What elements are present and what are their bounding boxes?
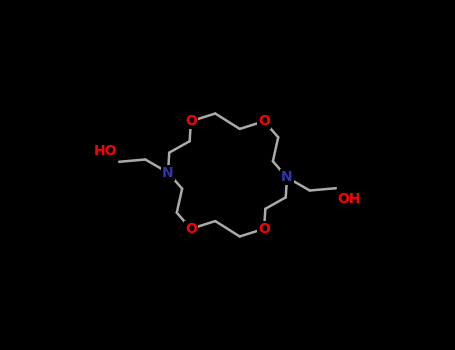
Text: OH: OH	[338, 192, 361, 206]
Text: N: N	[281, 170, 293, 184]
Text: O: O	[258, 222, 270, 236]
Text: O: O	[258, 114, 270, 128]
Text: N: N	[162, 166, 174, 180]
Text: HO: HO	[94, 144, 117, 158]
Text: O: O	[185, 222, 197, 236]
Text: O: O	[185, 114, 197, 128]
